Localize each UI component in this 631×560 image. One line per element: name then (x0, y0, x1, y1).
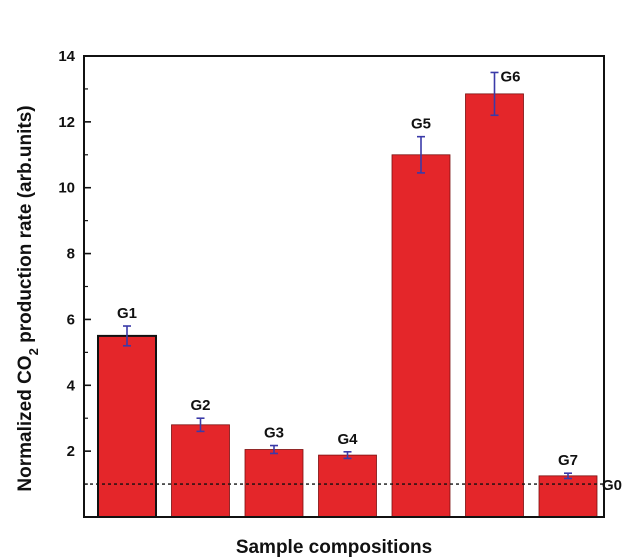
bar-g4 (318, 454, 377, 518)
y-tick-label: 14 (58, 48, 75, 65)
bar-label-g7: G7 (558, 452, 578, 469)
error-bar-g2 (196, 417, 205, 433)
error-bar-g3 (270, 444, 278, 455)
y-tick-label: 12 (58, 114, 75, 131)
error-bar-g1 (123, 325, 131, 347)
bar-label-g5: G5 (411, 116, 431, 133)
y-axis-title-suffix: production rate (arb.units) (15, 105, 36, 348)
y-tick-label: 2 (67, 443, 75, 460)
bar-label-g2: G2 (190, 397, 210, 414)
error-bar-g5 (417, 135, 425, 174)
bar-g1 (97, 334, 157, 518)
reference-line-label: G0 (602, 477, 622, 494)
bar-g5 (391, 154, 451, 518)
error-bar-g4 (343, 451, 352, 460)
bar-label-g6: G6 (501, 68, 521, 85)
bar-label-g3: G3 (264, 425, 284, 442)
error-bars-group (123, 71, 572, 480)
y-tick-label: 4 (67, 377, 76, 394)
y-tick-label: 6 (67, 311, 75, 328)
y-axis-title: Normalized CO2 production rate (arb.unit… (15, 105, 41, 491)
y-axis-ticks: 2 4 6 8 10 12 14 (58, 48, 91, 485)
error-bar-g6 (490, 71, 499, 117)
y-axis-title-subscript: 2 (26, 348, 41, 355)
y-axis-title-main: Normalized CO (15, 355, 36, 491)
bars-group (97, 93, 598, 518)
bar-g3 (244, 449, 304, 518)
plot-frame (83, 55, 605, 518)
bar-g6 (465, 93, 524, 518)
y-tick-label: 10 (58, 180, 75, 197)
bar-label-g1: G1 (117, 305, 137, 322)
bar-g2 (171, 424, 230, 518)
bar-labels-group: G1 G2 G3 G4 G5 G6 G7 (117, 68, 578, 469)
bar-label-g4: G4 (337, 431, 358, 448)
error-bar-g7 (564, 472, 572, 480)
x-axis-title: Sample compositions (236, 537, 432, 558)
y-tick-label: 8 (67, 246, 75, 263)
bar-g7 (538, 475, 598, 518)
